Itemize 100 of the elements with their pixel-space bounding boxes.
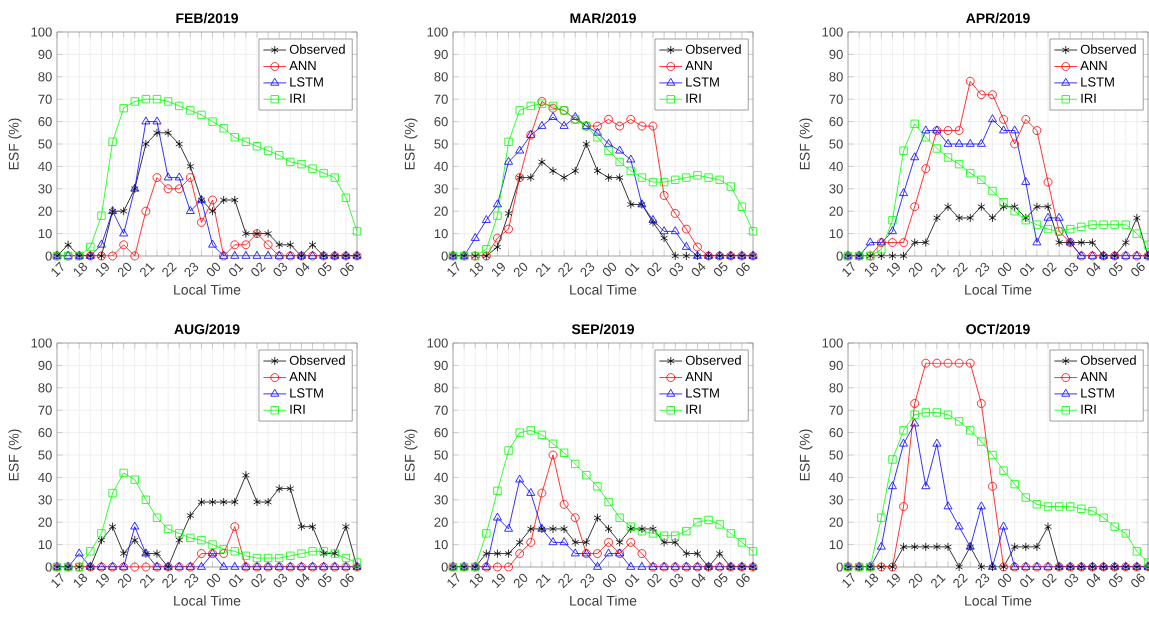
- legend-label: Observed: [685, 44, 741, 54]
- x-tick-label: 05: [713, 572, 728, 588]
- legend-label: ANN: [685, 372, 712, 382]
- x-tick-label: 17: [447, 261, 460, 277]
- y-tick-label: 100: [822, 338, 843, 348]
- x-tick-label: 00: [997, 262, 1012, 277]
- x-tick-label: 17: [447, 572, 460, 588]
- y-tick-label: 40: [829, 161, 843, 171]
- legend-label: IRI: [686, 93, 701, 103]
- y-tick-label: 60: [38, 117, 52, 127]
- y-tick-label: 60: [434, 428, 448, 438]
- chart-title: AUG/2019: [174, 323, 240, 335]
- x-tick-label: 17: [51, 261, 64, 277]
- y-tick-label: 30: [38, 495, 52, 505]
- x-tick-label: 06: [1131, 262, 1145, 277]
- x-tick-label: 06: [340, 573, 354, 588]
- x-tick-label: 20: [908, 262, 923, 278]
- y-tick-label: 0: [836, 251, 843, 261]
- legend-label: LSTM: [686, 388, 719, 398]
- x-tick-label: 23: [184, 573, 199, 589]
- y-tick-label: 100: [822, 27, 843, 37]
- x-tick-label: 21: [536, 263, 551, 278]
- y-tick-label: 10: [434, 229, 448, 239]
- legend-label: IRI: [686, 404, 701, 414]
- x-tick-label: 19: [492, 262, 505, 278]
- y-tick-label: 70: [434, 405, 448, 415]
- x-tick-label: 04: [1086, 573, 1101, 588]
- x-tick-label: 23: [975, 262, 990, 278]
- x-tick-label: 20: [513, 573, 528, 589]
- x-tick-label: 20: [117, 573, 132, 589]
- legend-label: LSTM: [686, 77, 719, 87]
- x-tick-label: 20: [908, 573, 923, 589]
- y-tick-label: 60: [829, 428, 843, 438]
- legend-label: IRI: [290, 404, 305, 414]
- y-tick-label: 30: [38, 184, 52, 194]
- x-tick-label: 02: [1042, 262, 1057, 277]
- x-tick-label: 17: [51, 572, 64, 588]
- chart-title: OCT/2019: [966, 323, 1030, 335]
- x-tick-label: 18: [73, 262, 88, 278]
- x-axis-title: Local Time: [174, 284, 241, 295]
- y-axis-title: ESF (%): [8, 118, 22, 170]
- chart-title: FEB/2019: [176, 12, 238, 24]
- y-tick-label: 20: [434, 517, 448, 527]
- y-tick-label: 50: [829, 450, 843, 460]
- y-tick-label: 50: [434, 139, 448, 149]
- x-tick-label: 05: [713, 261, 728, 277]
- y-tick-label: 70: [829, 94, 843, 104]
- x-tick-label: 00: [997, 573, 1012, 588]
- x-tick-label: 01: [229, 574, 244, 588]
- x-tick-label: 06: [340, 262, 354, 277]
- legend-label: IRI: [1081, 93, 1096, 103]
- x-tick-label: 19: [887, 262, 900, 278]
- y-tick-label: 40: [38, 472, 52, 483]
- x-tick-label: 04: [295, 573, 310, 588]
- x-tick-label: 01: [1020, 574, 1035, 588]
- y-tick-label: 50: [829, 139, 843, 149]
- x-tick-label: 04: [295, 262, 310, 277]
- y-tick-label: 0: [45, 251, 52, 261]
- y-tick-label: 90: [434, 360, 448, 371]
- legend-label: LSTM: [290, 388, 323, 398]
- y-tick-label: 0: [836, 562, 843, 572]
- x-tick-label: 02: [251, 573, 266, 588]
- x-tick-label: 19: [887, 573, 900, 589]
- y-tick-label: 20: [829, 517, 843, 527]
- x-tick-label: 04: [691, 573, 706, 588]
- y-tick-label: 50: [434, 450, 448, 460]
- x-tick-label: 23: [975, 573, 990, 589]
- y-axis-title: ESF (%): [404, 429, 418, 481]
- legend-label: ANN: [289, 372, 316, 382]
- y-tick-label: 70: [829, 405, 843, 415]
- legend-label: ANN: [685, 61, 712, 71]
- x-tick-label: 21: [536, 574, 551, 589]
- legend-label: ANN: [289, 61, 316, 71]
- x-tick-label: 05: [1108, 261, 1123, 277]
- x-tick-label: 01: [625, 263, 640, 277]
- x-tick-label: 03: [1064, 262, 1079, 277]
- y-tick-label: 10: [38, 229, 52, 239]
- x-tick-label: 05: [1108, 572, 1123, 588]
- x-tick-label: 03: [273, 573, 288, 588]
- x-tick-label: 02: [251, 262, 266, 277]
- chart-title: MAR/2019: [570, 12, 636, 24]
- x-tick-label: 18: [864, 573, 879, 589]
- x-tick-label: 20: [117, 262, 132, 278]
- x-tick-label: 22: [162, 573, 177, 589]
- x-axis-title: Local Time: [965, 284, 1032, 295]
- legend-label: IRI: [290, 93, 305, 103]
- chart-title: SEP/2019: [571, 323, 634, 335]
- y-tick-label: 80: [434, 383, 448, 393]
- y-axis-title: ESF (%): [799, 429, 813, 481]
- y-tick-label: 30: [829, 495, 843, 505]
- y-tick-label: 70: [434, 94, 448, 104]
- x-tick-label: 04: [1086, 262, 1101, 277]
- x-tick-label: 22: [558, 262, 573, 278]
- x-tick-label: 17: [842, 261, 855, 277]
- x-tick-label: 06: [736, 573, 750, 588]
- y-tick-label: 30: [434, 495, 448, 505]
- y-tick-label: 40: [434, 161, 448, 171]
- x-axis-title: Local Time: [965, 595, 1032, 606]
- y-tick-label: 90: [829, 49, 843, 59]
- y-tick-label: 90: [38, 360, 52, 371]
